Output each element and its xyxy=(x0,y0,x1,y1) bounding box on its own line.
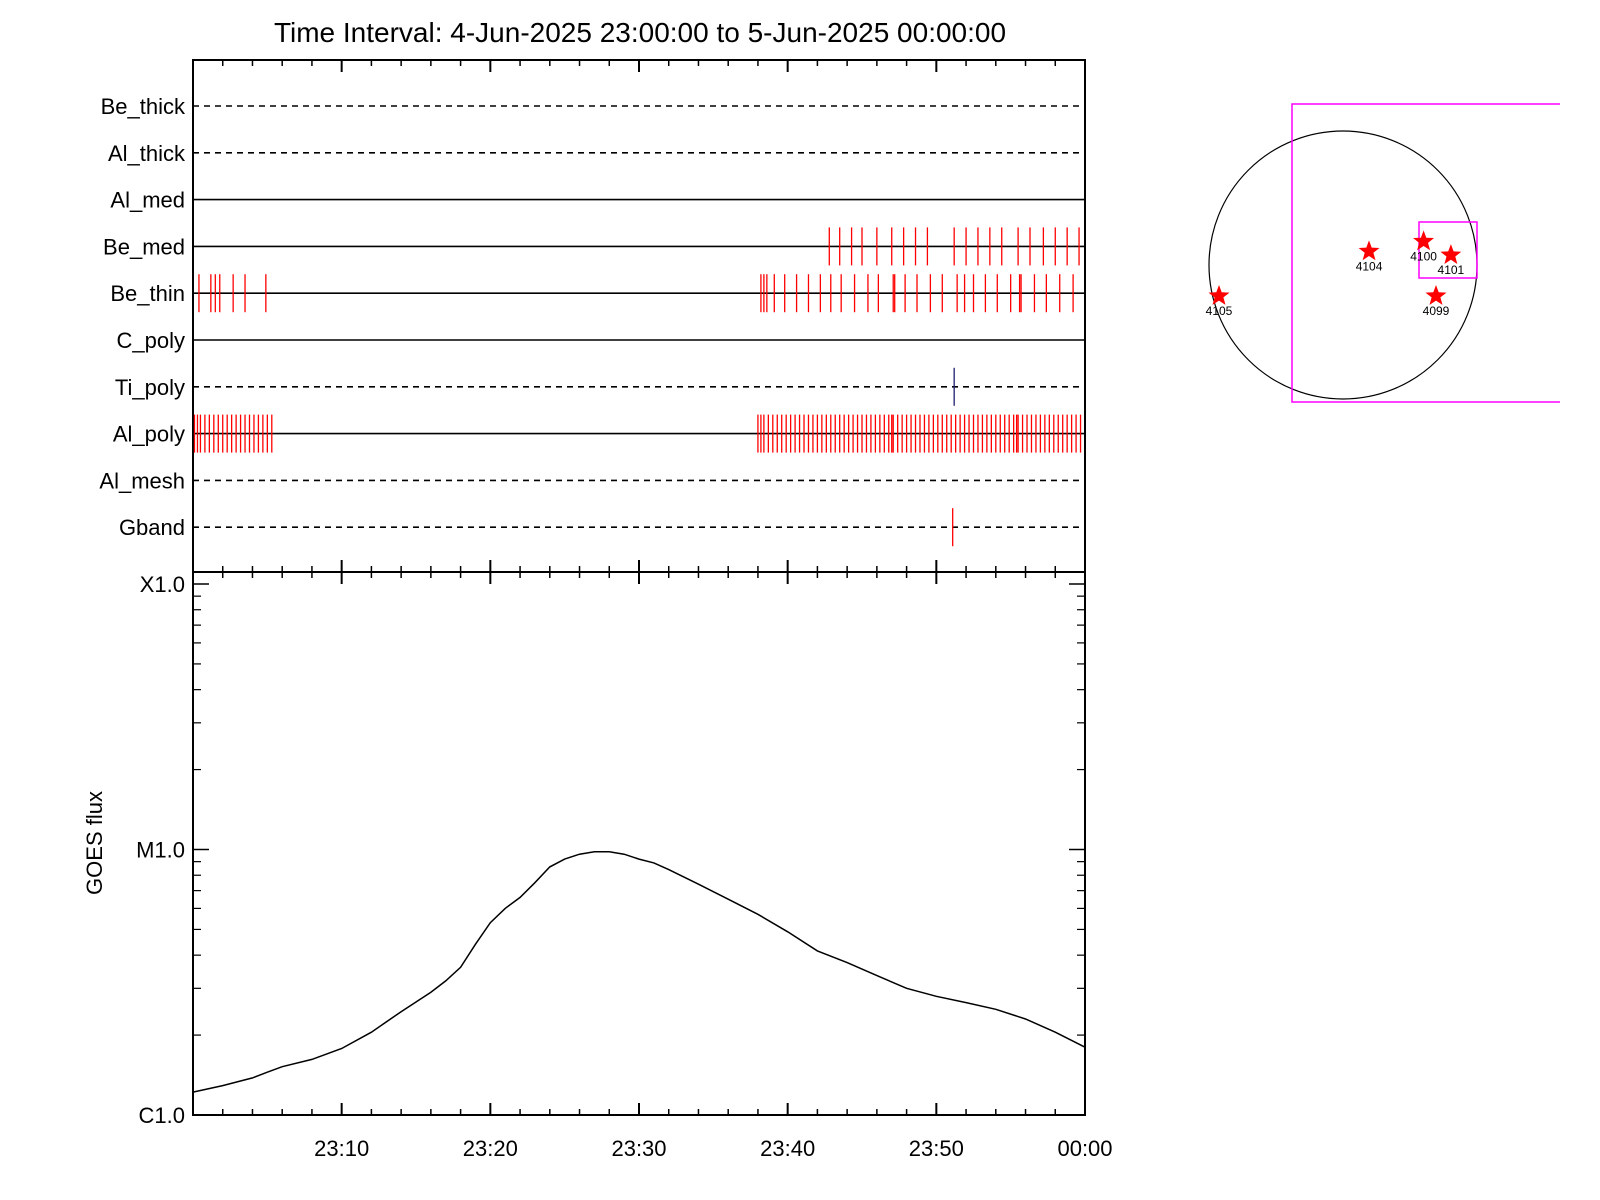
region-label: 4105 xyxy=(1206,304,1233,318)
chart-title: Time Interval: 4-Jun-2025 23:00:00 to 5-… xyxy=(274,17,1006,48)
row-label: Al_med xyxy=(110,188,185,213)
region-marker xyxy=(1208,285,1230,305)
row-label: Be_thick xyxy=(101,94,186,119)
timeline-panel: Be_thick Al_thick Al_med Be_med Be_thin C_pol… xyxy=(99,59,1086,573)
row-label: C_poly xyxy=(117,328,185,353)
region-label: 4100 xyxy=(1410,249,1437,263)
row-label: Gband xyxy=(119,515,185,540)
goes-panel: 23:10 23:20 23:30 23:40 23:50 00:00 C1.0 M1.0 X1… xyxy=(82,571,1113,1161)
row-label: Be_thin xyxy=(110,281,185,306)
x-tick-label: 23:10 xyxy=(314,1136,369,1161)
region-marker xyxy=(1358,240,1380,261)
goes-ticks: 23:10 23:20 23:30 23:40 23:50 00:00 C1.0 M1.0 X1… xyxy=(136,572,1113,1161)
row-label: Be_med xyxy=(103,234,185,259)
row-label: Ti_poly xyxy=(115,375,185,400)
field-of-view-box xyxy=(1291,103,1560,403)
region-marker xyxy=(1425,285,1447,305)
row-label: Al_thick xyxy=(108,141,186,166)
timeline-frame xyxy=(192,59,1086,573)
region-marker xyxy=(1413,230,1435,251)
region-label: 4104 xyxy=(1356,259,1383,273)
region-label: 4099 xyxy=(1423,304,1450,318)
goes-flux-line xyxy=(192,851,1086,1093)
y-tick-label: C1.0 xyxy=(139,1103,185,1128)
x-tick-label: 23:50 xyxy=(909,1136,964,1161)
row-label: Al_poly xyxy=(113,422,185,447)
timeline-ticks xyxy=(192,60,1086,572)
row-label: Al_mesh xyxy=(99,468,185,493)
zoom-box xyxy=(1418,221,1478,279)
x-tick-label: 23:40 xyxy=(760,1136,815,1161)
y-tick-label: M1.0 xyxy=(136,838,185,863)
timeline-rows: Be_thick Al_thick Al_med Be_med Be_thin C_pol… xyxy=(99,94,1085,547)
x-tick-label: 23:20 xyxy=(463,1136,518,1161)
region-marker xyxy=(1440,244,1462,264)
y-axis-label: GOES flux xyxy=(82,791,107,895)
x-tick-label: 23:30 xyxy=(611,1136,666,1161)
goes-frame xyxy=(192,571,1086,1116)
x-tick-label: 00:00 xyxy=(1057,1136,1112,1161)
region-label: 4101 xyxy=(1438,263,1465,277)
y-tick-label: X1.0 xyxy=(140,572,185,597)
